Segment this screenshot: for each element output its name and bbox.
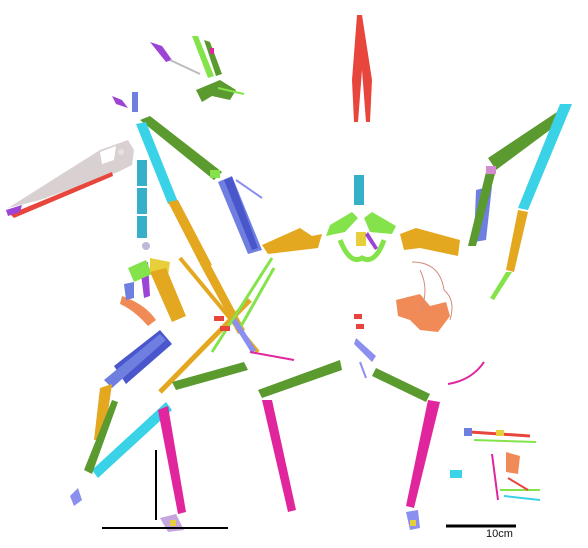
left-scapula-green (128, 260, 152, 282)
left-pelvis-red-1 (214, 316, 224, 321)
left-lower-wing (70, 267, 276, 506)
left-metacarpal-green (140, 116, 222, 180)
skull (6, 140, 134, 218)
lower-left-green-phalanx (84, 400, 118, 474)
girdle-arc (337, 239, 387, 262)
right-pelvis-red-1 (354, 314, 362, 319)
br-cyan-piece (450, 470, 462, 478)
right-pelvis-blue-line (359, 361, 367, 379)
right-wing-phalanx-cyan (518, 104, 572, 210)
girdle-purple-element (365, 232, 378, 250)
right-magenta-curve (447, 361, 485, 385)
right-wing-phalanx-green (490, 272, 512, 300)
left-pelvis-cluster (214, 316, 295, 361)
right-pelvis-red-2 (356, 324, 364, 329)
left-pteroid-purple (235, 179, 263, 199)
left-pelvis-magenta-line (249, 351, 295, 361)
coracoid-left (326, 212, 358, 236)
neck-joint (142, 242, 150, 250)
br-blue-piece (464, 428, 472, 436)
left-shoulder-cluster (120, 258, 186, 326)
left-hand-cluster (150, 36, 245, 102)
jaw-tip-purple (6, 205, 22, 216)
br-magenta-line (491, 453, 499, 501)
right-wrist-element (486, 166, 496, 174)
vertebra-2 (137, 188, 147, 214)
tibia-left-outer (158, 406, 186, 514)
vertebra-1 (137, 160, 147, 186)
gut-salmon-mass (396, 294, 450, 332)
gut-outline-loops (411, 261, 453, 321)
lower-left-lightgreen-line (238, 267, 276, 329)
hand-magenta-knuckle (210, 48, 214, 54)
left-small-blue-a (124, 282, 134, 300)
right-foot (406, 510, 420, 530)
lower-left-metacarpal-orange (94, 384, 112, 440)
br-green-bar (473, 439, 537, 443)
left-humerus-orange-lower (150, 268, 186, 322)
left-ulna-deep (224, 177, 258, 250)
crossing-bone-green (210, 257, 274, 353)
br-cyan-line (503, 495, 541, 501)
skull-orbit-opening (100, 146, 116, 164)
coracoid-right (364, 212, 396, 234)
femur-left (258, 360, 342, 398)
left-upper-wing (136, 116, 263, 334)
skull-condyle (118, 149, 124, 155)
gut-contents-cluster (396, 261, 453, 332)
left-foot (160, 514, 184, 532)
hand-lines (217, 87, 245, 95)
hand-green-finger-2 (204, 40, 222, 76)
femur-right (372, 368, 430, 402)
hand-green-finger-1 (192, 36, 214, 78)
left-foot-yellow (170, 520, 176, 526)
lower-left-ulna-blue (104, 334, 166, 388)
tibia-right (406, 400, 440, 508)
right-foot-yellow (410, 520, 416, 526)
vertebra-3 (137, 216, 147, 238)
left-salmon-bone (120, 296, 156, 326)
hand-grey-line (169, 59, 201, 75)
lower-left-dark-olive (172, 362, 248, 390)
br-red-line-2 (507, 477, 529, 491)
br-yellow-piece (496, 430, 504, 436)
right-metacarpal-green (488, 110, 566, 170)
left-wing-phalanx-orange (168, 200, 212, 268)
thoracic-vertebra-center (354, 175, 364, 205)
left-wrist-green (210, 170, 220, 178)
left-wing-phalanx-cyan (136, 122, 178, 204)
gut-outline-loops-2 (419, 269, 426, 313)
right-upper-wing (468, 104, 572, 300)
lower-left-tip (70, 488, 82, 506)
sternum-fork (352, 15, 372, 122)
tibia-left-inner (262, 400, 296, 512)
lower-jaw (10, 172, 113, 218)
left-pelvis-red-2 (220, 326, 230, 331)
pectoral-girdle (326, 212, 396, 262)
humerus-right (400, 228, 460, 256)
right-pelvis-cluster (354, 314, 376, 379)
girdle-yellow-element (356, 232, 366, 246)
scale-bar-label: 10cm (486, 528, 513, 540)
right-pelvis-blue-ribs (354, 338, 376, 362)
humerus-left (262, 228, 322, 254)
right-wing-phalanx-orange (506, 210, 528, 272)
left-small-purple-claw (112, 96, 128, 108)
br-salmon-piece (506, 452, 520, 474)
left-pelvis-blue-ribs (232, 318, 256, 354)
right-ulna-deep (468, 170, 496, 246)
left-small-blue-piece (132, 92, 138, 112)
lower-left-cyan-phalanx (92, 402, 172, 478)
hand-purple-bone (150, 42, 172, 62)
hand-claw-dark (196, 80, 236, 102)
cervical-vertebrae (137, 160, 364, 250)
bottom-right-cluster (450, 428, 541, 501)
